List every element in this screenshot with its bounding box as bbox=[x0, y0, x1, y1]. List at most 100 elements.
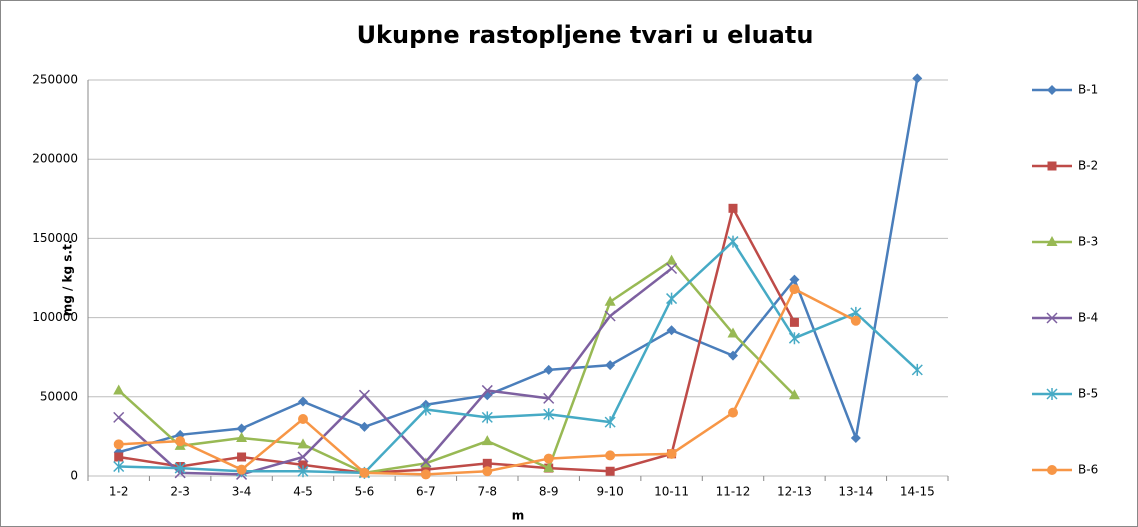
data-point bbox=[236, 464, 247, 475]
data-point bbox=[236, 431, 248, 442]
y-tick-label: 0 bbox=[70, 469, 78, 483]
data-point bbox=[850, 432, 861, 443]
x-tick-label: 7-8 bbox=[477, 485, 497, 499]
data-point bbox=[728, 407, 738, 418]
data-point bbox=[666, 448, 677, 459]
y-tick-label: 50000 bbox=[40, 389, 78, 403]
x-tick-label: 10-11 bbox=[654, 485, 689, 499]
data-point bbox=[113, 384, 125, 395]
data-point bbox=[604, 416, 616, 429]
x-tick-label: 6-7 bbox=[416, 485, 436, 499]
data-point bbox=[789, 274, 800, 285]
legend-label: B-1 bbox=[1078, 83, 1098, 97]
data-point bbox=[543, 453, 554, 464]
series-line bbox=[117, 267, 673, 476]
data-point bbox=[666, 325, 677, 336]
x-tick-label: 1-2 bbox=[109, 485, 129, 499]
data-point bbox=[482, 466, 493, 477]
y-axis-title: mg / kg s.t. bbox=[61, 240, 75, 317]
data-point bbox=[543, 408, 555, 421]
data-point bbox=[543, 392, 555, 404]
legend-marker bbox=[1046, 388, 1058, 400]
series-line bbox=[118, 239, 919, 475]
data-point bbox=[605, 450, 616, 461]
data-point bbox=[911, 363, 923, 376]
data-point bbox=[358, 389, 370, 401]
x-tick-label: 14-15 bbox=[900, 485, 935, 499]
legend-marker bbox=[1047, 161, 1057, 171]
x-axis-title: m bbox=[512, 509, 525, 523]
legend-label: B-6 bbox=[1078, 463, 1098, 477]
data-point bbox=[297, 438, 309, 449]
data-point bbox=[543, 364, 554, 375]
data-point bbox=[789, 284, 800, 295]
data-point bbox=[666, 254, 678, 265]
x-tick-label: 12-13 bbox=[777, 485, 812, 499]
data-point bbox=[604, 295, 616, 306]
data-point bbox=[298, 460, 308, 470]
x-tick-label: 13-14 bbox=[838, 485, 873, 499]
data-point bbox=[298, 413, 308, 424]
x-tick-label: 5-6 bbox=[355, 485, 375, 499]
x-tick-label: 3-4 bbox=[232, 485, 252, 499]
data-point bbox=[727, 327, 739, 338]
data-point bbox=[788, 332, 800, 345]
x-tick-label: 2-3 bbox=[170, 485, 190, 499]
data-point bbox=[420, 403, 432, 416]
data-point bbox=[113, 460, 125, 473]
x-tick-label: 11-12 bbox=[716, 485, 751, 499]
data-point bbox=[359, 467, 370, 478]
data-point bbox=[236, 423, 247, 434]
x-tick-label: 9-10 bbox=[597, 485, 624, 499]
data-point bbox=[114, 452, 124, 462]
data-point bbox=[666, 292, 678, 305]
data-point bbox=[420, 456, 432, 468]
data-point bbox=[728, 350, 738, 361]
data-point bbox=[481, 411, 493, 424]
legend-label: B-3 bbox=[1078, 235, 1098, 249]
data-point bbox=[359, 421, 370, 432]
data-point bbox=[850, 315, 861, 326]
y-tick-label: 100000 bbox=[32, 310, 78, 324]
legend-marker bbox=[1046, 312, 1058, 324]
data-point bbox=[666, 262, 678, 275]
series-line bbox=[117, 258, 796, 475]
y-tick-label: 250000 bbox=[32, 73, 78, 87]
data-point bbox=[912, 73, 923, 84]
data-point bbox=[420, 469, 431, 480]
data-point bbox=[174, 462, 186, 475]
legend-label: B-4 bbox=[1078, 311, 1098, 325]
data-point bbox=[728, 203, 738, 213]
data-point bbox=[113, 411, 125, 423]
data-point bbox=[543, 462, 555, 473]
data-point bbox=[175, 436, 186, 447]
y-tick-label: 150000 bbox=[32, 231, 78, 245]
legend-label: B-5 bbox=[1078, 387, 1098, 401]
data-point bbox=[113, 439, 124, 450]
data-point bbox=[481, 384, 493, 396]
chart-title: Ukupne rastopljene tvari u eluatu bbox=[357, 21, 814, 49]
legend-marker bbox=[1047, 85, 1057, 95]
series-line bbox=[118, 204, 796, 475]
data-point bbox=[481, 435, 493, 446]
data-point bbox=[605, 466, 615, 476]
data-point bbox=[789, 317, 799, 327]
x-tick-label: 4-5 bbox=[293, 485, 313, 499]
data-point bbox=[237, 452, 247, 462]
legend-label: B-2 bbox=[1078, 159, 1098, 173]
y-tick-label: 200000 bbox=[32, 152, 78, 166]
data-point bbox=[788, 389, 800, 400]
data-point bbox=[482, 458, 492, 468]
series-line bbox=[118, 78, 919, 454]
data-point bbox=[727, 235, 739, 248]
data-point bbox=[605, 360, 616, 371]
legend-marker bbox=[1047, 465, 1057, 475]
data-point bbox=[604, 310, 616, 322]
x-tick-label: 8-9 bbox=[539, 485, 559, 499]
data-point bbox=[297, 451, 309, 463]
legend-marker bbox=[1046, 236, 1058, 246]
data-point bbox=[297, 465, 309, 478]
data-point bbox=[298, 396, 308, 407]
